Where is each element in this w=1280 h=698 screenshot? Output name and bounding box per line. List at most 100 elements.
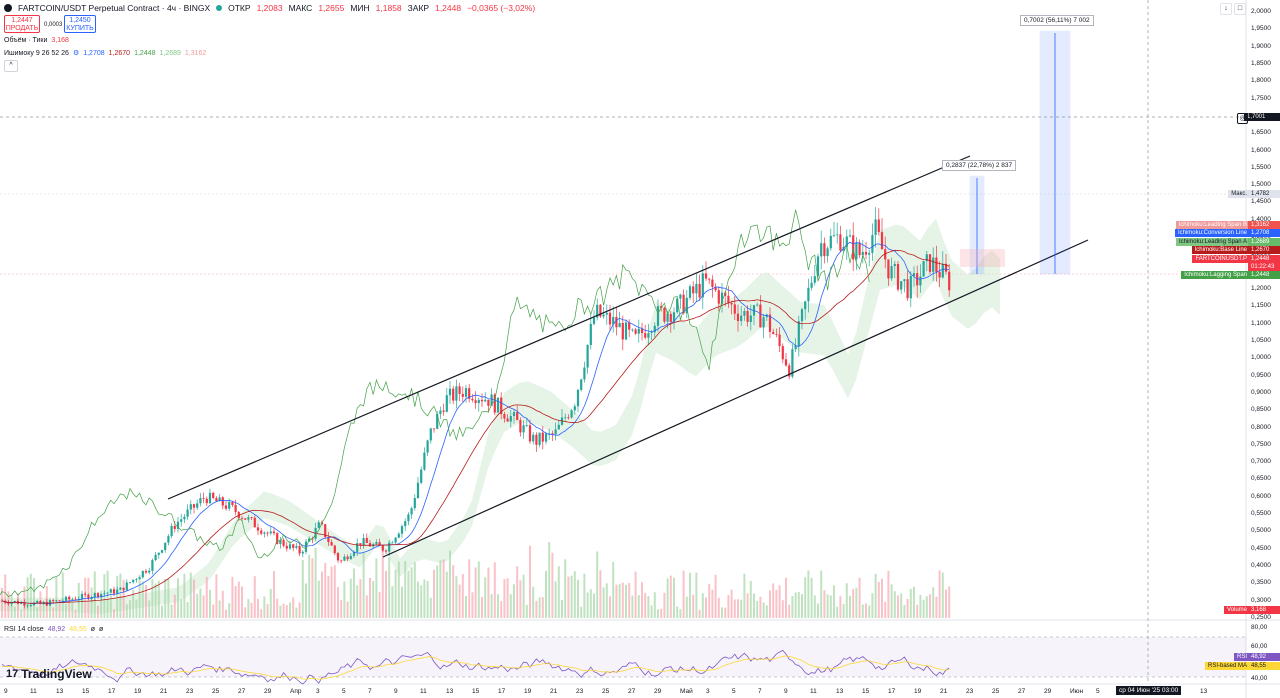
volume-bar [820,570,823,618]
volume-bar [404,561,407,618]
volume-bar [567,576,570,618]
candle-body [288,544,292,549]
volume-bar [468,559,471,618]
volume-bar [327,575,330,618]
candle-body [224,505,228,509]
candle-body [468,388,471,399]
volume-bar [90,587,93,618]
candle-body [756,304,759,306]
candle-body [362,538,365,546]
candle-body [567,417,570,419]
candle-body [893,263,896,267]
open-label: ОТКР [228,3,251,13]
volume-bar [385,570,387,618]
fullscreen-icon[interactable]: □ [1234,3,1246,15]
volume-bar [842,603,845,618]
volume-bar [234,586,237,618]
volume-bar [580,606,583,618]
volume-bar [68,598,71,618]
measure-label-big[interactable]: 0,7002 (56,11%) 7 002 [1020,15,1094,26]
candle-body [653,325,656,333]
candle-body [103,593,106,595]
ichimoku-span-a-value: 1,2689 [159,49,181,57]
candle-body [426,440,429,453]
symbol-title[interactable]: FARTCOIN/USDT Perpetual Contract · 4ч · … [18,3,211,13]
candle-body [752,305,756,316]
volume-bar [653,592,656,618]
volume-bar [359,579,362,618]
time-axis-label: 13 [836,688,844,695]
volume-bar [634,571,637,618]
base-value: 1,2670 [1248,246,1280,254]
candle-body [676,298,679,313]
candle-body [250,517,253,519]
measure-label-small[interactable]: 0,2837 (22,78%) 2 837 [942,160,1017,171]
candle-body [714,286,717,291]
candle-body [295,546,298,548]
rsi-legend[interactable]: RSI 14 close 48,92 48,55 ø ø [4,626,103,633]
volume-bar [372,581,375,618]
volume-bar [353,568,355,618]
candle-body [151,560,154,571]
collapse-legend-button[interactable]: ^ [4,60,18,72]
symbol-price-label: FARTCOINUSDT.P [1192,255,1250,263]
volume-bar [247,599,250,618]
sell-button[interactable]: 1,2447 ПРОДАТЬ [4,15,40,33]
volume-bar [141,581,144,618]
settings-icon[interactable]: ⚙ [72,50,80,57]
volume-bar [452,565,455,618]
candle-body [941,263,944,278]
rsi-tag-value: 48,92 [1248,653,1280,661]
ichimoku-legend[interactable]: Ишимоку 9 26 52 26 ⚙ 1,2708 1,2670 1,244… [4,49,207,58]
volume-bar [548,542,551,618]
volume-bar [132,589,135,618]
candle-body [148,570,151,573]
candle-body [848,235,852,237]
candle-body [596,304,599,318]
market-status-dot [216,5,223,11]
candle-body [384,550,388,552]
candle-body [618,322,621,328]
volume-bar [289,602,291,618]
volume-bar [554,581,557,618]
volume-bar [273,571,275,618]
candle-body [119,587,122,590]
volume-bar [529,545,531,618]
volume-bar [644,593,647,618]
volume-bar [583,573,586,618]
volume-bar [602,587,605,618]
candle-body [490,394,493,406]
time-axis-label: 19 [134,688,142,695]
volume-bar [461,574,464,618]
volume-bar [148,600,151,618]
candle-body [765,314,768,318]
volume-bar [4,574,7,618]
candle-body [205,498,208,504]
ichimoku-cloud [0,218,1000,614]
candle-body [685,297,688,314]
volume-bar [436,565,439,618]
buy-button[interactable]: 1,2450 КУПИТЬ [64,15,96,33]
volume-bar [340,600,343,618]
price-axis-label: 1,4500 [1251,198,1271,206]
download-icon[interactable]: ↓ [1220,3,1232,15]
candle-body [679,294,682,299]
volume-bar [337,587,339,618]
candle-body [336,553,340,561]
candle-body [480,399,484,402]
volume-bar [673,577,675,618]
time-axis-label: 15 [862,688,870,695]
candle-body [282,539,285,546]
target-icon[interactable]: ◎ [1237,113,1248,124]
volume-bar [189,572,192,618]
tradingview-logo[interactable]: 17 TradingView [6,667,92,681]
candle-body [29,605,32,607]
candle-body [672,312,676,322]
candle-body [650,332,653,334]
volume-legend[interactable]: Объём · Тики 3,168 [4,37,69,44]
ichimoku-span-b-value: 1,3162 [184,49,207,57]
candle-body [276,533,279,544]
candle-body [471,398,474,401]
rsi-level-80: 80,00 [1251,624,1268,631]
